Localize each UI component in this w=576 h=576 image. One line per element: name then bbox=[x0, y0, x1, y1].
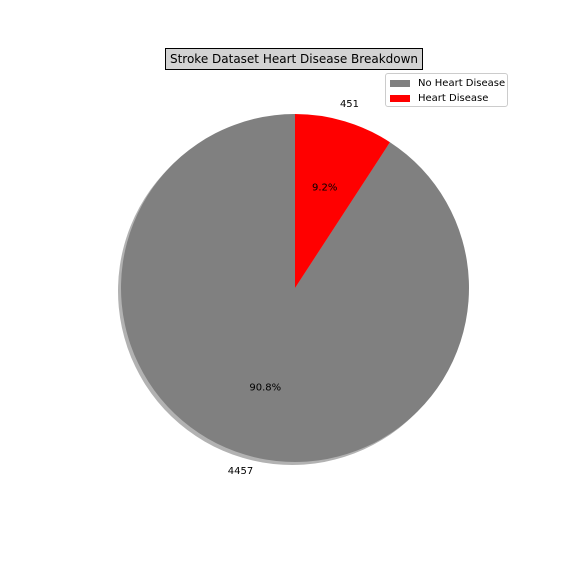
value-label-no-heart-disease: 4457 bbox=[228, 466, 253, 477]
value-label-heart-disease: 451 bbox=[340, 99, 359, 110]
pie-labels: 90.8% 4457 9.2% 451 bbox=[228, 99, 359, 477]
percent-label-no-heart-disease: 90.8% bbox=[249, 383, 281, 394]
pie-slices bbox=[120, 114, 469, 463]
legend-swatch-no-heart-disease bbox=[390, 80, 410, 87]
legend-swatch-heart-disease bbox=[390, 95, 410, 102]
percent-label-heart-disease: 9.2% bbox=[312, 182, 337, 193]
legend: No Heart Disease Heart Disease bbox=[385, 73, 508, 107]
legend-label-heart-disease: Heart Disease bbox=[418, 93, 489, 104]
chart-title: Stroke Dataset Heart Disease Breakdown bbox=[165, 48, 423, 70]
chart-title-text: Stroke Dataset Heart Disease Breakdown bbox=[169, 52, 419, 66]
legend-entry-heart-disease: Heart Disease bbox=[390, 91, 503, 106]
legend-label-no-heart-disease: No Heart Disease bbox=[418, 78, 506, 89]
legend-entry-no-heart-disease: No Heart Disease bbox=[390, 76, 506, 91]
pie-slice-heart-disease bbox=[295, 114, 390, 288]
